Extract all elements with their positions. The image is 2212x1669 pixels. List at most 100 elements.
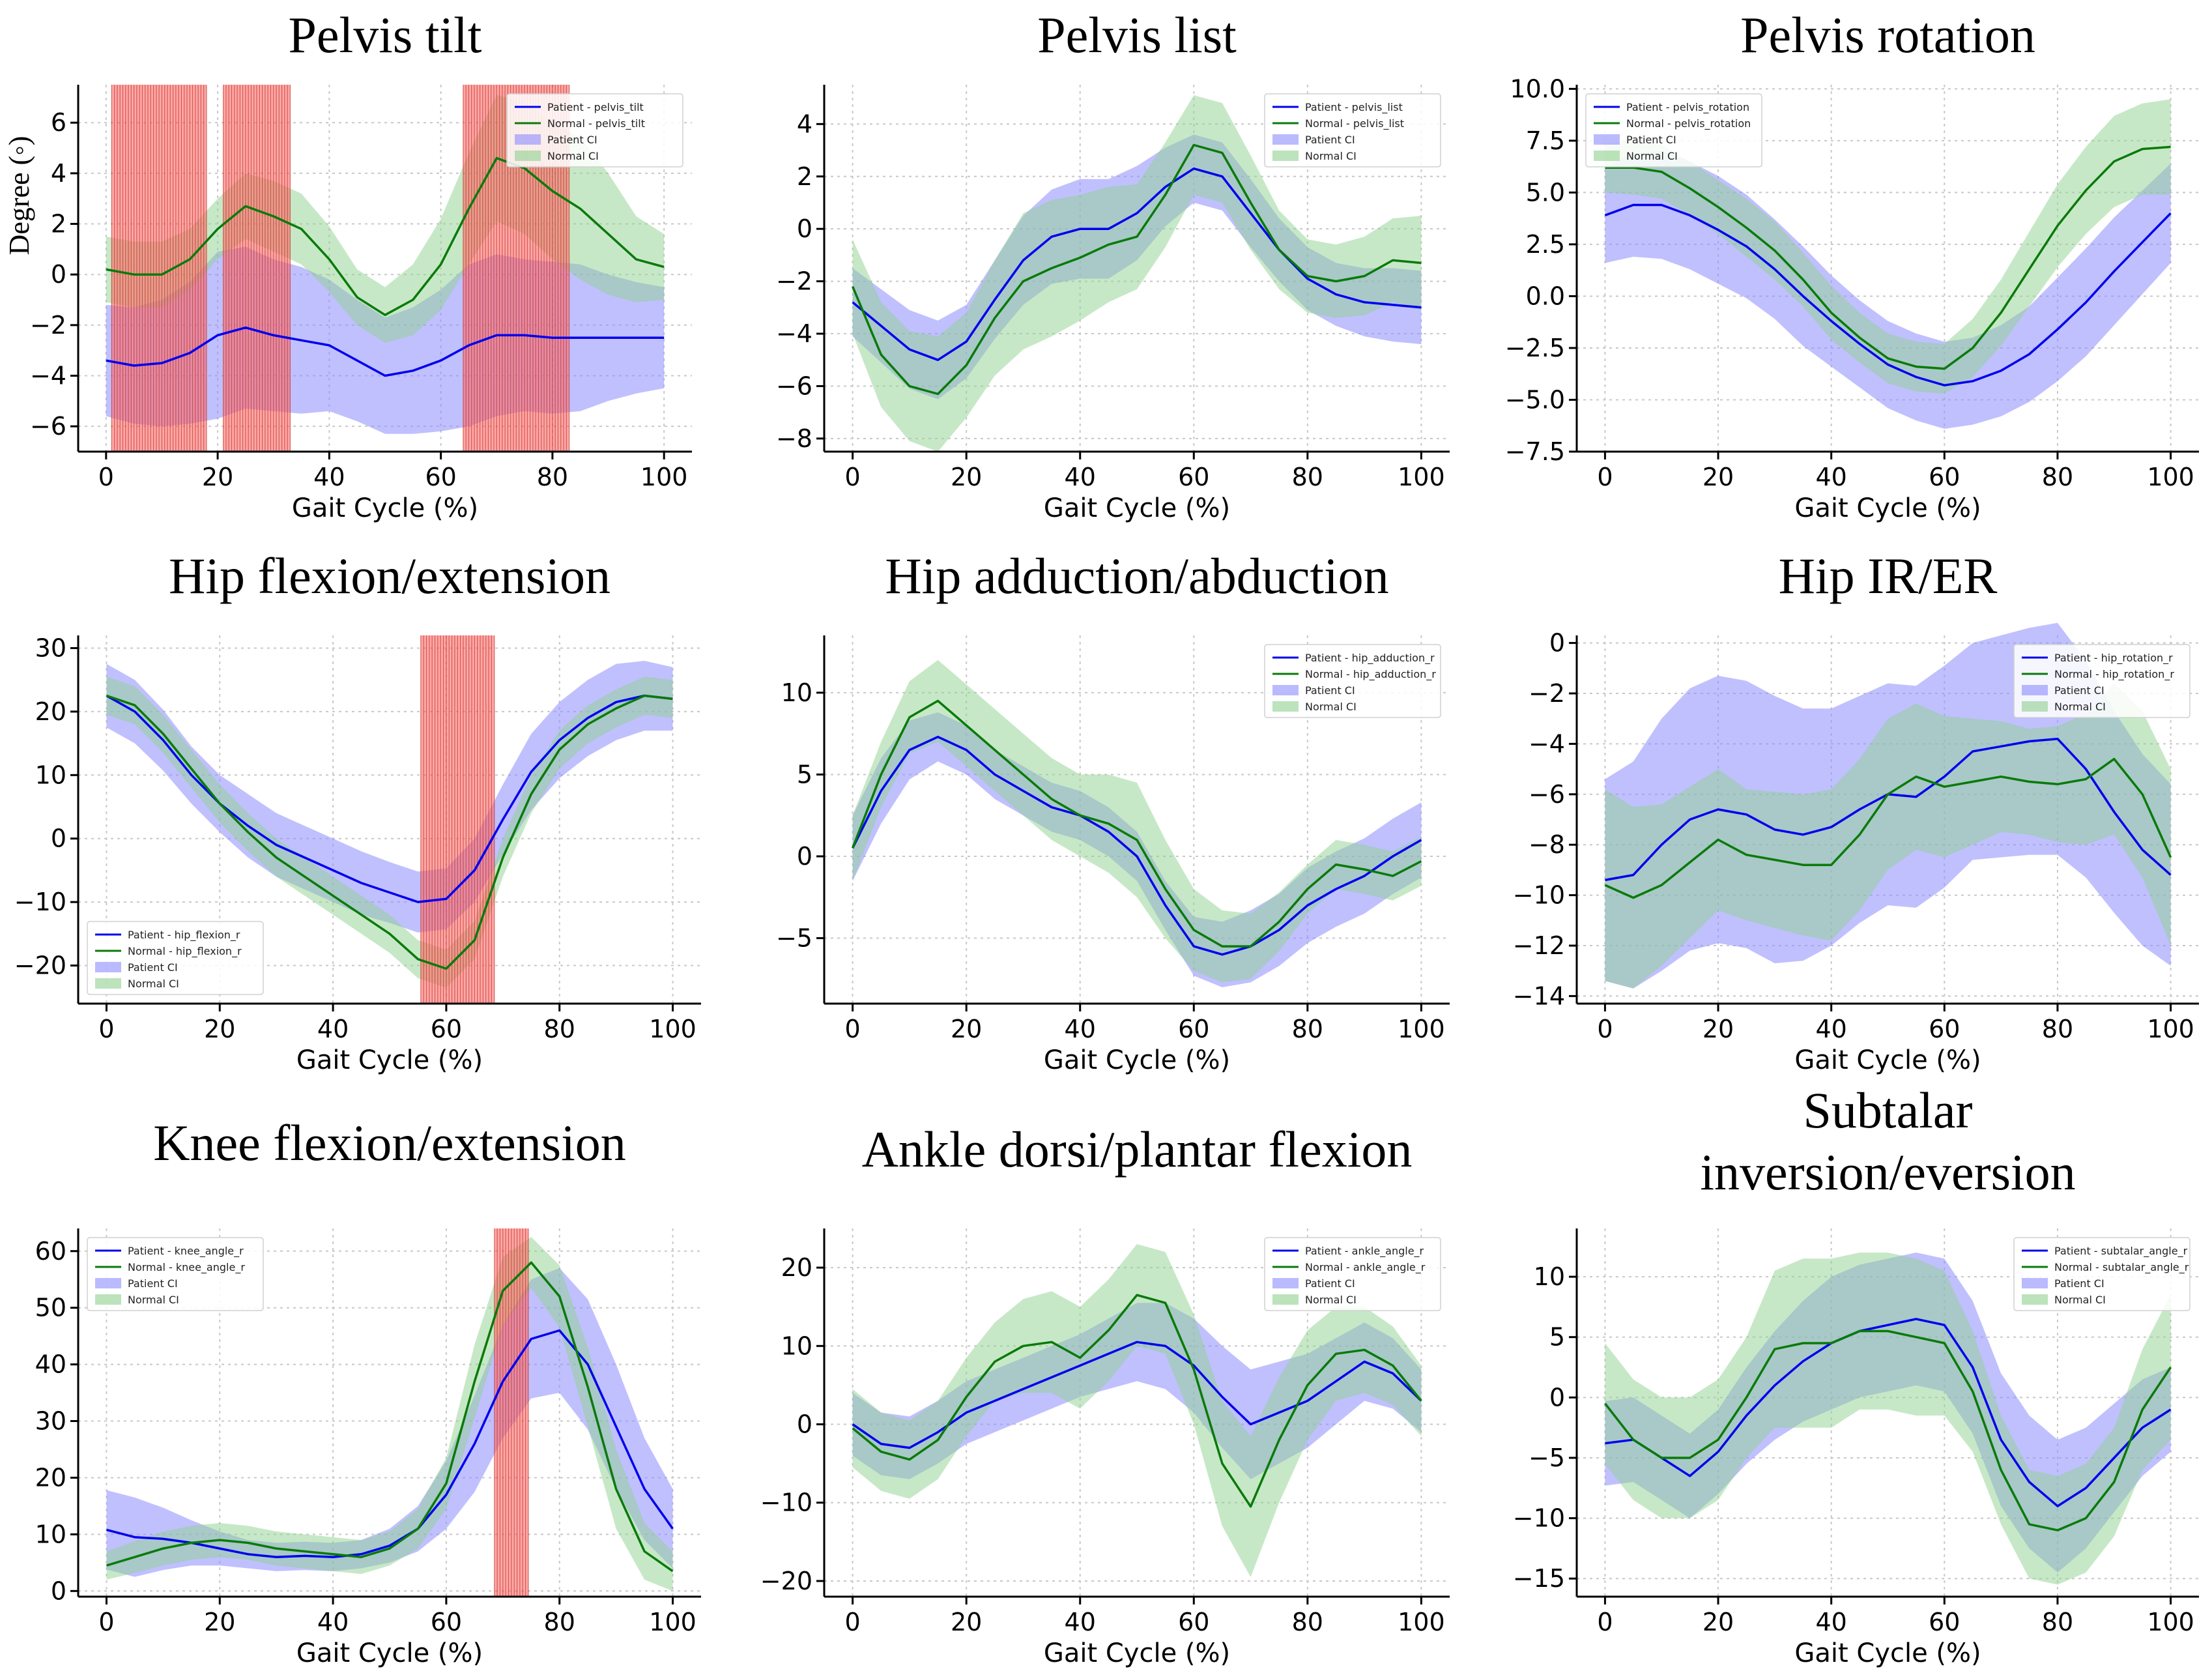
y-tick-label: 0 (797, 842, 812, 871)
normal-line (851, 699, 1422, 948)
x-tick-label: 40 (313, 463, 345, 491)
x-tick-label: 80 (1292, 463, 1323, 491)
y-tick-label: −5.0 (1505, 385, 1565, 414)
x-tick-label: 20 (204, 1608, 235, 1636)
legend-patient-ci-swatch (95, 962, 121, 972)
chart-pelvis_list: Pelvis list 0 20 40 60 80 100 −8 −6 −4 −2 0 2 4 Gait C… (776, 7, 1450, 523)
y-tick-label: −20 (760, 1567, 812, 1595)
y-tick-label: 50 (35, 1294, 66, 1322)
legend-box (2013, 644, 2190, 718)
normal-line (1604, 757, 2172, 899)
legend-patient-line-label: Patient - ankle_angle_r (1305, 1245, 1424, 1258)
legend-normal-ci-swatch (1594, 151, 1620, 161)
y-tick-label: −6 (30, 412, 66, 441)
y-tick-label: −2 (776, 267, 812, 296)
y-tick-label: −10 (1513, 1504, 1565, 1533)
x-tick-label: 80 (2042, 463, 2073, 491)
legend-normal-line-label: Normal - hip_rotation_r (2054, 668, 2174, 681)
legend-normal-ci-swatch (2022, 701, 2048, 712)
x-tick-label: 0 (1597, 463, 1613, 491)
x-axis-label: Gait Cycle (%) (296, 1638, 483, 1668)
legend-box (1585, 93, 1762, 167)
legend-normal-ci-swatch (95, 978, 121, 989)
y-tick-label: 0 (797, 1410, 812, 1439)
patient-line (106, 326, 665, 377)
x-axis-label: Gait Cycle (%) (1794, 1638, 1981, 1668)
legend-patient-line-label: Patient - knee_angle_r (128, 1245, 244, 1258)
y-tick-label: −8 (776, 424, 812, 453)
chart-title: Pelvis list (1037, 7, 1237, 63)
y-tick-label: 10 (35, 1520, 66, 1548)
x-tick-label: 80 (544, 1608, 575, 1636)
chart-hip_adduction: Hip adduction/abduction 0 20 40 60 80 100 −5 0 5 1… (776, 547, 1450, 1075)
x-tick-label: 0 (98, 1015, 114, 1043)
chart-knee_flexion: Knee flexion/extension 0 20 40 60 80 100 0 10 20 3… (35, 1114, 701, 1668)
legend-normal-line-label: Normal - hip_flexion_r (128, 945, 242, 958)
legend-normal-line-label: Normal - hip_adduction_r (1305, 668, 1436, 681)
legend-normal-ci-swatch (1272, 151, 1299, 161)
x-tick-label: 100 (1398, 1608, 1445, 1636)
y-tick-label: 2 (51, 210, 66, 239)
legend-box (1264, 644, 1441, 718)
y-tick-label: −2 (30, 311, 66, 340)
legend-patient-ci-swatch (515, 134, 541, 145)
y-tick-label: 0 (797, 214, 812, 243)
y-tick-label: 20 (35, 1463, 66, 1492)
legend: Patient - hip_rotation_r Normal - hip_rot… (2013, 644, 2190, 718)
x-tick-label: 80 (544, 1015, 575, 1043)
y-tick-label: −6 (1529, 780, 1565, 809)
normal-line (106, 694, 673, 970)
y-tick-label: 10 (35, 761, 66, 789)
legend-patient-ci-label: Patient CI (1305, 134, 1355, 146)
x-tick-label: 60 (1178, 1608, 1209, 1636)
y-tick-label: 0 (1549, 1383, 1565, 1412)
x-tick-label: 80 (2042, 1015, 2073, 1043)
legend-box (1264, 93, 1441, 167)
y-tick-label: 7.5 (1526, 126, 1565, 155)
chart-pelvis_rotation: Pelvis rotation 0 20 40 60 80 100 −7.5 −5.0 −2.5 0… (1505, 7, 2199, 523)
legend: Patient - hip_flexion_r Normal - hip_flex… (87, 921, 264, 995)
normal-ci-band (852, 1244, 1422, 1577)
x-tick-label: 60 (425, 463, 456, 491)
y-tick-label: −2 (1529, 679, 1565, 708)
chart-title: Hip flexion/extension (169, 547, 610, 604)
x-tick-label: 100 (649, 1015, 697, 1043)
x-tick-label: 40 (317, 1608, 349, 1636)
chart-pelvis_tilt: Pelvis tilt 0 20 40 60 80 100 −6 −4 −2 0 2 4 6 Gait Cy… (30, 7, 692, 523)
legend-normal-ci-label: Normal CI (1305, 150, 1357, 162)
x-tick-label: 40 (1816, 1608, 1847, 1636)
y-tick-label: 0 (51, 1576, 66, 1605)
y-tick-label: −10 (1513, 881, 1565, 910)
x-tick-label: 100 (1398, 1015, 1445, 1043)
x-tick-label: 40 (1816, 1015, 1847, 1043)
legend-box (1264, 1237, 1441, 1311)
x-tick-label: 80 (2042, 1608, 2073, 1636)
legend-normal-ci-swatch (1272, 701, 1299, 712)
normal-line (1605, 145, 2171, 370)
x-tick-label: 100 (2147, 1015, 2194, 1043)
y-tick-label: 5.0 (1526, 178, 1565, 207)
y-tick-label: 30 (35, 633, 66, 662)
y-tick-label: 2 (797, 162, 812, 191)
x-axis-label: Gait Cycle (%) (1044, 1045, 1230, 1075)
normal-ci-band (1605, 99, 2171, 394)
legend-normal-ci-label: Normal CI (2054, 701, 2106, 713)
x-tick-label: 80 (1292, 1608, 1323, 1636)
legend: Patient - pelvis_rotation Normal - pelvis… (1585, 93, 1762, 167)
normal-line (106, 1261, 674, 1573)
patient-line (852, 735, 1422, 956)
y-tick-label: −15 (1513, 1564, 1565, 1593)
legend-patient-line-label: Patient - pelvis_tilt (547, 101, 644, 114)
x-tick-label: 80 (1292, 1015, 1323, 1043)
patient-line (1604, 203, 2172, 386)
x-tick-label: 60 (431, 1015, 462, 1043)
legend-normal-line-label: Normal - pelvis_rotation (1626, 117, 1751, 130)
patient-line (852, 167, 1422, 362)
y-tick-label: −10 (760, 1488, 812, 1517)
x-tick-label: 20 (1702, 1608, 1734, 1636)
legend-patient-ci-label: Patient CI (128, 1277, 178, 1290)
legend-normal-line-label: Normal - pelvis_tilt (547, 117, 645, 130)
legend-patient-ci-label: Patient CI (128, 961, 178, 974)
legend-patient-line-label: Patient - subtalar_angle_r (2054, 1245, 2188, 1258)
